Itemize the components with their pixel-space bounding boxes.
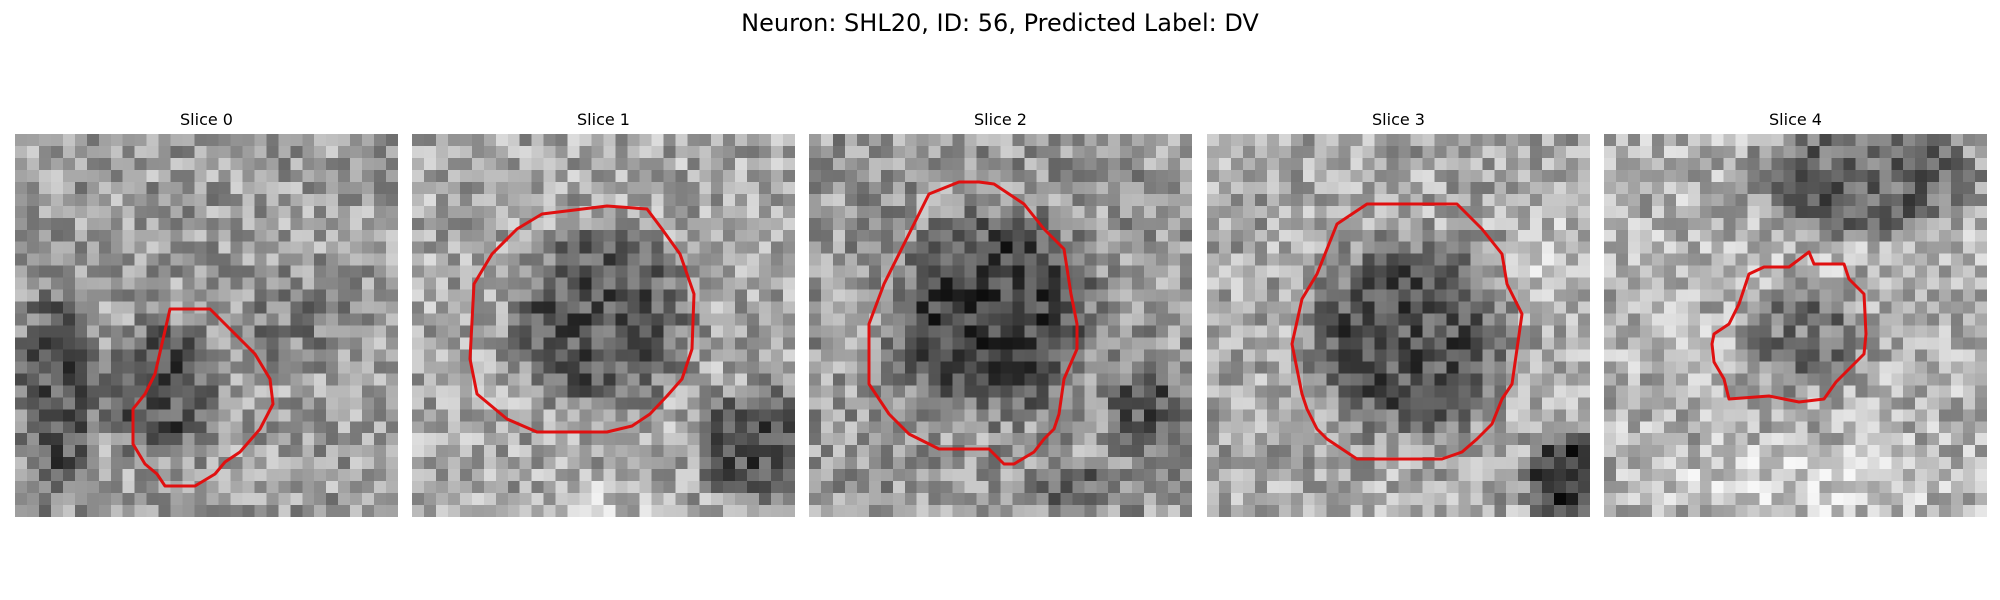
slice-title: Slice 3 [1372,110,1425,129]
segmentation-contour [1290,202,1524,461]
slice-title: Slice 0 [180,110,233,129]
slice-panel-1: Slice 1 [412,110,795,520]
figure-title: Neuron: SHL20, ID: 56, Predicted Label: … [741,9,1259,37]
slice-image [412,134,795,517]
segmentation-contour [131,307,275,488]
slice-panel-4: Slice 4 [1604,110,1987,520]
segmentation-contour [867,180,1079,466]
slice-image [15,134,398,517]
slice-image [1604,134,1987,517]
slice-title: Slice 1 [577,110,630,129]
slice-image [809,134,1192,517]
pixel-grid [15,134,398,517]
pixel-grid [1207,134,1590,517]
slice-title: Slice 2 [974,110,1027,129]
pixel-grid [412,134,795,517]
slice-panel-0: Slice 0 [15,110,398,520]
slice-title: Slice 4 [1769,110,1822,129]
pixel-grid [1604,134,1987,517]
pixel-grid [809,134,1192,517]
segmentation-contour [1710,250,1868,404]
slice-image [1207,134,1590,517]
slice-panel-3: Slice 3 [1207,110,1590,520]
slice-panel-2: Slice 2 [809,110,1192,520]
segmentation-contour [468,204,696,434]
